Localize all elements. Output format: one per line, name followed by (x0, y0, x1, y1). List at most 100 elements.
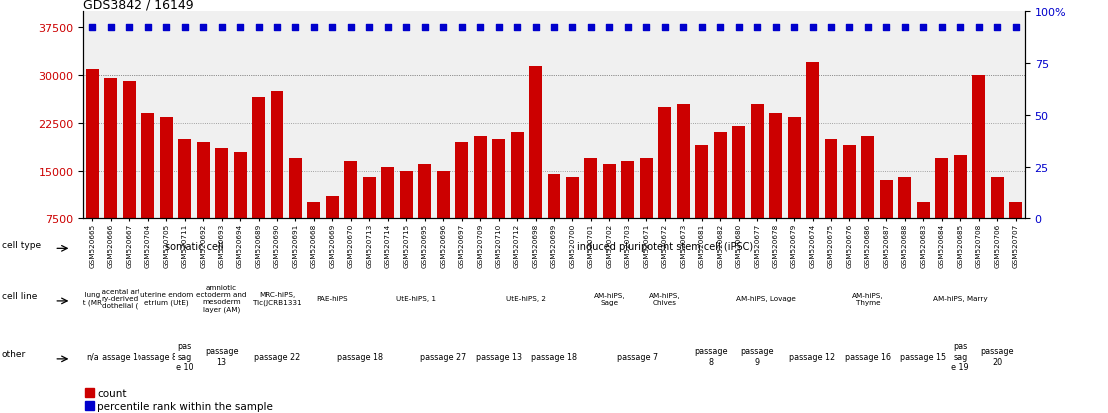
Text: AM-hiPS, Marry: AM-hiPS, Marry (933, 295, 987, 301)
Point (176, 25, 194, 31)
Text: passage 27: passage 27 (420, 352, 466, 361)
Bar (123, 82, 135, 266)
Text: passage 7: passage 7 (616, 352, 658, 361)
Text: somatic cell: somatic cell (165, 242, 223, 252)
Bar (1009, 203, 1023, 266)
Bar (547, 174, 561, 266)
Text: passage 15: passage 15 (901, 352, 946, 361)
Bar (732, 127, 746, 266)
Bar (178, 140, 192, 266)
Bar (85, 388, 94, 397)
Point (526, 25, 544, 31)
Text: percentile rank within the sample: percentile rank within the sample (98, 401, 273, 411)
Bar (455, 142, 468, 266)
Bar (289, 159, 301, 266)
Text: passage 16: passage 16 (845, 352, 891, 361)
Bar (843, 146, 856, 266)
Point (138, 25, 156, 31)
Text: passage 16: passage 16 (98, 352, 143, 361)
Point (268, 25, 286, 31)
Bar (530, 66, 542, 266)
Bar (141, 114, 154, 266)
Bar (326, 197, 339, 266)
Bar (86, 69, 99, 266)
Bar (511, 133, 523, 266)
Text: UtE-hiPS, 2: UtE-hiPS, 2 (506, 295, 546, 301)
Bar (899, 178, 912, 266)
Text: PAE-hiPS: PAE-hiPS (317, 295, 348, 301)
Text: n/a: n/a (86, 352, 99, 361)
Point (711, 25, 729, 31)
Bar (197, 142, 209, 266)
Bar (270, 92, 284, 266)
Point (914, 25, 932, 31)
Point (471, 25, 489, 31)
Text: passage
13: passage 13 (205, 347, 238, 366)
Point (398, 25, 416, 31)
Text: MRC-hiPS,
Tic(JCRB1331: MRC-hiPS, Tic(JCRB1331 (253, 292, 301, 305)
Point (545, 25, 563, 31)
Text: uterine endom
etrium (UtE): uterine endom etrium (UtE) (140, 292, 193, 305)
Bar (419, 165, 431, 266)
Text: passage 18: passage 18 (531, 352, 577, 361)
Text: passage 12: passage 12 (790, 352, 835, 361)
Bar (640, 159, 653, 266)
Bar (714, 133, 727, 266)
Point (121, 25, 138, 31)
Bar (991, 178, 1004, 266)
Bar (677, 104, 690, 266)
Point (434, 25, 452, 31)
Point (249, 25, 267, 31)
Text: GDS3842 / 16149: GDS3842 / 16149 (83, 0, 194, 11)
Point (582, 25, 599, 31)
Text: AM-hiPS,
Chives: AM-hiPS, Chives (649, 292, 680, 305)
Text: fetal lung fibro
blast (MRC-5): fetal lung fibro blast (MRC-5) (65, 292, 119, 305)
Point (102, 25, 120, 31)
Bar (917, 203, 930, 266)
Point (803, 25, 821, 31)
Bar (622, 162, 634, 266)
Point (490, 25, 507, 31)
Bar (824, 140, 838, 266)
Bar (345, 162, 358, 266)
Text: passage 22: passage 22 (254, 352, 300, 361)
Point (453, 25, 471, 31)
Text: other: other (1, 349, 25, 358)
Text: cell type: cell type (1, 240, 41, 249)
Bar (954, 155, 967, 266)
Text: AM-hiPS,
Thyme: AM-hiPS, Thyme (852, 292, 884, 305)
Point (213, 25, 230, 31)
Point (342, 25, 360, 31)
Bar (160, 117, 173, 266)
Bar (474, 136, 486, 266)
Bar (400, 171, 413, 266)
Point (952, 25, 970, 31)
Point (896, 25, 914, 31)
Point (933, 25, 951, 31)
Point (194, 25, 212, 31)
Point (656, 25, 674, 31)
Point (619, 25, 637, 31)
Text: passage 13: passage 13 (475, 352, 522, 361)
Bar (585, 159, 597, 266)
Point (637, 25, 655, 31)
Bar (751, 104, 763, 266)
Bar (566, 178, 578, 266)
Text: placental arte
ry-derived
endothelial (PA: placental arte ry-derived endothelial (P… (93, 288, 147, 309)
Point (232, 25, 249, 31)
Point (675, 25, 692, 31)
Point (970, 25, 987, 31)
Point (878, 25, 895, 31)
Bar (492, 140, 505, 266)
Bar (234, 152, 246, 266)
Text: passage 18: passage 18 (337, 352, 383, 361)
Bar (363, 178, 376, 266)
Bar (253, 98, 265, 266)
Bar (696, 146, 708, 266)
Bar (935, 159, 948, 266)
Text: passage
9: passage 9 (740, 347, 773, 366)
Point (841, 25, 859, 31)
Text: UtE-hiPS, 1: UtE-hiPS, 1 (396, 295, 435, 301)
Text: amniotic
ectoderm and
mesoderm
layer (AM): amniotic ectoderm and mesoderm layer (AM… (196, 285, 247, 312)
Text: pas
sag
e 19: pas sag e 19 (952, 342, 970, 371)
